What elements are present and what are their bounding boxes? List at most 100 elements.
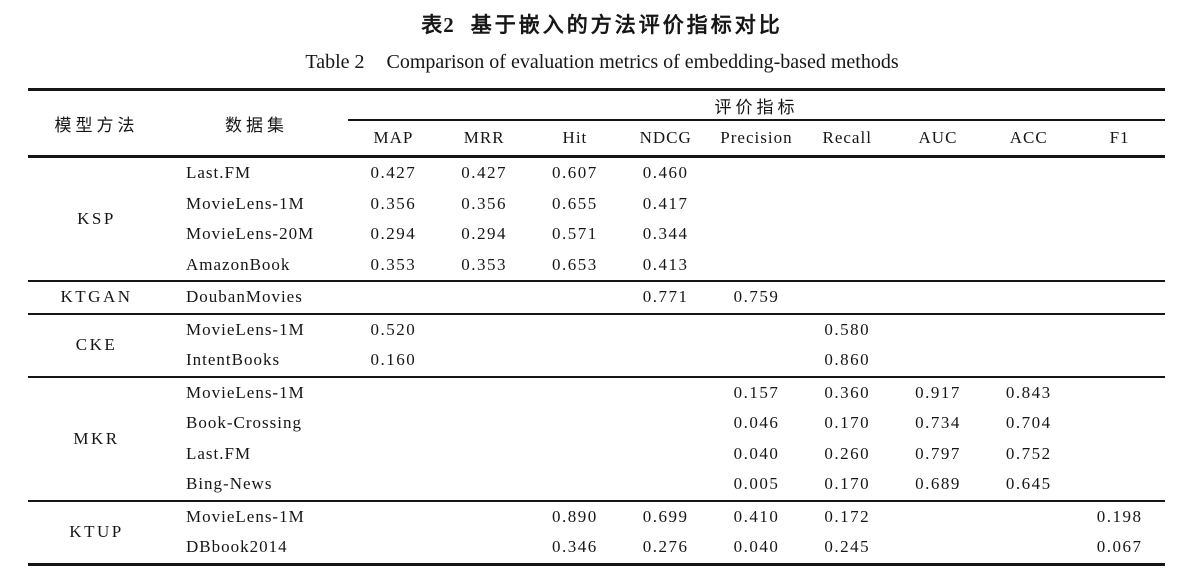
col-header-model: 模型方法 bbox=[54, 115, 139, 135]
metric-value-cell: 0.170 bbox=[824, 474, 871, 494]
table-row: KTGAN DoubanMovies 0.771 0.759 bbox=[28, 281, 1165, 314]
metric-value-cell: 0.353 bbox=[370, 254, 417, 274]
empty-metric-cell bbox=[802, 250, 893, 282]
empty-metric-cell bbox=[530, 439, 621, 470]
empty-metric-cell bbox=[983, 532, 1074, 564]
model-group-mkr: MKR MovieLens-1M 0.157 0.360 0.917 0.843 Book-… bbox=[28, 376, 1165, 501]
model-group-cke: CKE MovieLens-1M 0.520 0.580 IntentBooks 0.16… bbox=[28, 313, 1165, 377]
table-row: Bing-News 0.005 0.170 0.689 0.645 bbox=[28, 469, 1165, 501]
empty-metric-cell bbox=[983, 314, 1074, 346]
metric-value-cell: 0.860 bbox=[824, 350, 871, 370]
empty-metric-cell bbox=[620, 377, 711, 409]
empty-metric-cell bbox=[1074, 314, 1165, 346]
empty-metric-cell bbox=[1074, 219, 1165, 250]
dataset-cell: DBbook2014 bbox=[186, 537, 288, 557]
empty-metric-cell bbox=[802, 189, 893, 220]
metric-value-cell: 0.410 bbox=[733, 506, 780, 526]
table-row: Last.FM 0.040 0.260 0.797 0.752 bbox=[28, 439, 1165, 470]
table-row: MKR MovieLens-1M 0.157 0.360 0.917 0.843 bbox=[28, 377, 1165, 448]
model-name-cell: CKE bbox=[75, 335, 118, 354]
empty-metric-cell bbox=[620, 439, 711, 470]
metric-value-cell: 0.843 bbox=[1005, 382, 1052, 402]
metric-value-cell: 0.356 bbox=[461, 193, 508, 213]
table-caption-zh: 表2 基于嵌入的方法评价指标对比 bbox=[0, 0, 1204, 38]
model-group-ktup: KTUP MovieLens-1M 0.890 0.699 0.410 0.172 0.19… bbox=[28, 500, 1165, 565]
metric-value-cell: 0.699 bbox=[642, 506, 689, 526]
table-header-row-1: 模型方法 数据集 评价指标 bbox=[28, 89, 1165, 135]
table-caption-en: Table 2 Comparison of evaluation metrics … bbox=[0, 50, 1204, 74]
col-header-dataset: 数据集 bbox=[225, 115, 288, 135]
dataset-cell: AmazonBook bbox=[186, 254, 291, 274]
metric-value-cell: 0.655 bbox=[552, 193, 598, 213]
empty-metric-cell bbox=[893, 189, 984, 220]
metric-value-cell: 0.040 bbox=[733, 443, 780, 463]
metric-col-header-map: MAP bbox=[373, 128, 414, 147]
empty-metric-cell bbox=[439, 439, 530, 470]
empty-metric-cell bbox=[530, 281, 621, 314]
metric-col-header-recall: Recall bbox=[822, 128, 872, 147]
empty-metric-cell bbox=[439, 314, 530, 346]
col-header-metrics-group: 评价指标 bbox=[348, 89, 1165, 121]
empty-metric-cell bbox=[711, 219, 802, 250]
empty-metric-cell bbox=[711, 157, 802, 189]
metric-value-cell: 0.427 bbox=[461, 163, 508, 183]
empty-metric-cell bbox=[893, 532, 984, 564]
dataset-cell: Bing-News bbox=[186, 474, 273, 494]
metric-value-cell: 0.704 bbox=[1005, 413, 1052, 433]
model-group-ktgan: KTGAN DoubanMovies 0.771 0.759 bbox=[28, 281, 1165, 314]
empty-metric-cell bbox=[893, 250, 984, 282]
empty-metric-cell bbox=[439, 408, 530, 439]
table-row: KSP Last.FM 0.427 0.427 0.607 0.460 bbox=[28, 157, 1165, 228]
metric-value-cell: 0.172 bbox=[824, 506, 871, 526]
empty-metric-cell bbox=[348, 281, 439, 314]
empty-metric-cell bbox=[1074, 250, 1165, 282]
empty-metric-cell bbox=[1074, 345, 1165, 377]
metric-value-cell: 0.260 bbox=[824, 443, 871, 463]
metric-value-cell: 0.294 bbox=[370, 224, 417, 244]
metric-value-cell: 0.890 bbox=[552, 506, 598, 526]
empty-metric-cell bbox=[711, 345, 802, 377]
empty-metric-cell bbox=[711, 189, 802, 220]
empty-metric-cell bbox=[530, 377, 621, 409]
empty-metric-cell bbox=[802, 157, 893, 189]
dataset-cell: MovieLens-20M bbox=[186, 224, 315, 244]
metric-value-cell: 0.771 bbox=[642, 287, 689, 307]
metric-value-cell: 0.571 bbox=[552, 224, 598, 244]
dataset-cell: MovieLens-1M bbox=[186, 319, 305, 339]
dataset-cell: MovieLens-1M bbox=[186, 382, 305, 402]
model-name-cell: MKR bbox=[73, 428, 120, 448]
empty-metric-cell bbox=[620, 408, 711, 439]
table-row: CKE MovieLens-1M 0.520 0.580 bbox=[28, 314, 1165, 354]
model-group-ksp: KSP Last.FM 0.427 0.427 0.607 0.460 MovieLens-… bbox=[28, 156, 1165, 282]
metric-value-cell: 0.759 bbox=[733, 287, 780, 307]
table-row: MovieLens-20M 0.294 0.294 0.571 0.344 bbox=[28, 219, 1165, 250]
dataset-cell: MovieLens-1M bbox=[186, 506, 305, 526]
metric-col-header-auc: AUC bbox=[918, 128, 958, 147]
metric-value-cell: 0.170 bbox=[824, 413, 871, 433]
empty-metric-cell bbox=[1074, 377, 1165, 409]
empty-metric-cell bbox=[530, 345, 621, 377]
dataset-cell: DoubanMovies bbox=[186, 287, 303, 307]
empty-metric-cell bbox=[983, 219, 1074, 250]
table-row: Book-Crossing 0.046 0.170 0.734 0.704 bbox=[28, 408, 1165, 439]
empty-metric-cell bbox=[530, 314, 621, 346]
table-caption-en-label: Table 2 bbox=[305, 51, 365, 73]
empty-metric-cell bbox=[348, 501, 439, 533]
dataset-cell: Book-Crossing bbox=[186, 413, 302, 433]
empty-metric-cell bbox=[439, 281, 530, 314]
empty-metric-cell bbox=[711, 250, 802, 282]
empty-metric-cell bbox=[620, 345, 711, 377]
empty-metric-cell bbox=[348, 377, 439, 409]
table-caption-zh-title: 基于嵌入的方法评价指标对比 bbox=[470, 13, 783, 37]
metrics-table: 模型方法 数据集 评价指标 MAP MRR Hit NDCG Precision Reca… bbox=[28, 88, 1165, 566]
table-row: IntentBooks 0.160 0.860 bbox=[28, 345, 1165, 377]
empty-metric-cell bbox=[348, 439, 439, 470]
table-row: KTUP MovieLens-1M 0.890 0.699 0.410 0.172 0.19… bbox=[28, 501, 1165, 541]
metric-value-cell: 0.427 bbox=[370, 163, 417, 183]
metric-value-cell: 0.917 bbox=[915, 382, 961, 402]
empty-metric-cell bbox=[348, 532, 439, 564]
empty-metric-cell bbox=[802, 281, 893, 314]
empty-metric-cell bbox=[893, 219, 984, 250]
metric-col-header-precision: Precision bbox=[720, 128, 793, 147]
metric-value-cell: 0.607 bbox=[552, 163, 598, 183]
